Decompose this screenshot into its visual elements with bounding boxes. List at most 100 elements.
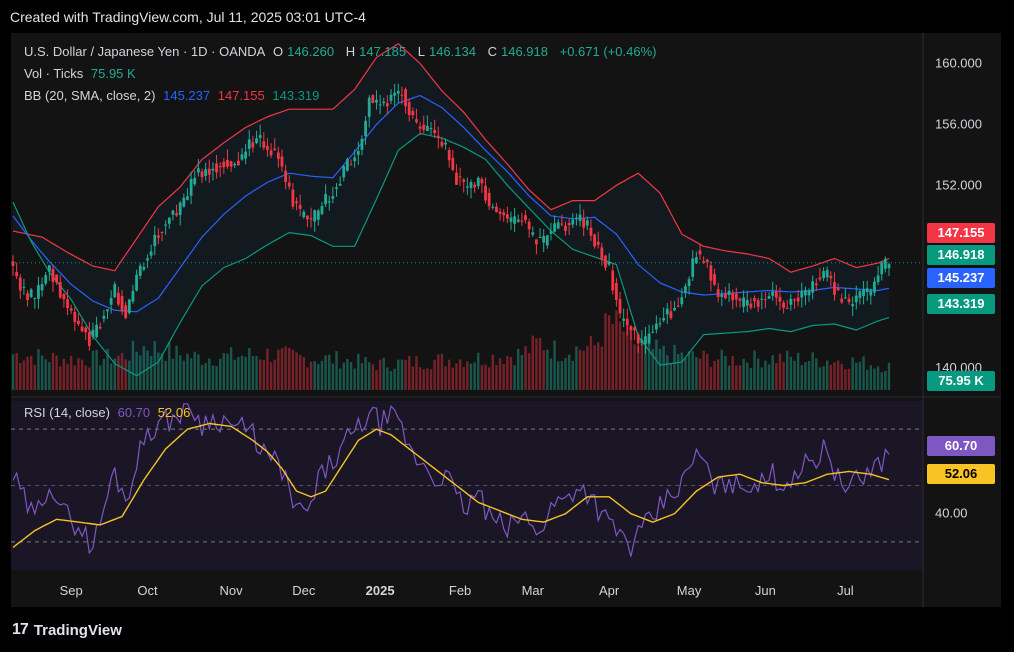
volume-bar bbox=[517, 348, 520, 390]
candle-body bbox=[251, 142, 255, 148]
volume-bar bbox=[375, 370, 378, 390]
candle-body bbox=[774, 291, 778, 298]
candle-body bbox=[865, 288, 869, 293]
candle-body bbox=[266, 145, 269, 150]
volume-value: 75.95 K bbox=[90, 66, 136, 81]
volume-bar bbox=[840, 363, 843, 390]
volume-bar bbox=[135, 351, 138, 390]
volume-bar bbox=[735, 365, 738, 390]
volume-bar bbox=[240, 355, 244, 390]
candle-body bbox=[44, 275, 48, 284]
candle-body bbox=[269, 150, 273, 156]
candle-body bbox=[382, 101, 386, 104]
candle-body bbox=[753, 298, 756, 302]
volume-bar bbox=[531, 335, 534, 390]
candle-body bbox=[524, 215, 527, 221]
candle-body bbox=[604, 255, 607, 268]
volume-bar bbox=[153, 341, 156, 390]
candle-body bbox=[436, 135, 440, 138]
volume-bar bbox=[458, 359, 462, 390]
x-tick-label: Mar bbox=[522, 583, 545, 598]
candle-body bbox=[593, 234, 596, 247]
candle-body bbox=[440, 141, 444, 147]
candle-body bbox=[476, 177, 480, 187]
volume-bar bbox=[382, 357, 385, 390]
volume-bar bbox=[567, 354, 571, 390]
bb-mid-line bbox=[12, 94, 890, 313]
chart-svg[interactable]: 160.000156.000152.000144.000140.00040.00… bbox=[11, 33, 1001, 607]
volume-bar bbox=[495, 365, 498, 390]
volume-bar bbox=[615, 310, 618, 390]
volume-bar bbox=[564, 357, 567, 390]
candle-body bbox=[393, 92, 397, 96]
rsi-line bbox=[12, 403, 890, 557]
candle-body bbox=[596, 241, 600, 245]
volume-bar bbox=[869, 365, 873, 390]
volume-bar bbox=[502, 363, 505, 390]
volume-bar bbox=[139, 355, 142, 390]
volume-bar bbox=[204, 363, 207, 390]
volume-bar bbox=[633, 344, 636, 390]
candle-body bbox=[676, 305, 680, 307]
candle-body bbox=[527, 221, 531, 230]
candle-body bbox=[542, 235, 546, 243]
volume-bar bbox=[546, 349, 549, 390]
volume-bar bbox=[407, 356, 411, 390]
volume-bar bbox=[62, 358, 66, 390]
candle-body bbox=[204, 169, 208, 176]
candle-body bbox=[734, 293, 738, 300]
volume-bar bbox=[291, 349, 295, 390]
candle-body bbox=[484, 185, 487, 201]
volume-bar bbox=[131, 340, 135, 390]
volume-bar bbox=[836, 360, 840, 390]
candle-body bbox=[462, 179, 466, 183]
candle-body bbox=[58, 282, 62, 298]
volume-bar bbox=[197, 354, 200, 390]
volume-bar bbox=[713, 360, 716, 390]
volume-bar bbox=[771, 355, 774, 390]
volume-bar bbox=[371, 364, 375, 390]
volume-bar bbox=[368, 362, 371, 390]
candle-body bbox=[535, 239, 538, 245]
candle-body bbox=[255, 138, 258, 144]
high-value: 147.185 bbox=[359, 44, 407, 59]
volume-bar bbox=[724, 356, 727, 390]
candle-body bbox=[560, 223, 564, 225]
volume-bar bbox=[557, 361, 560, 390]
rsi-label: RSI (14, close) bbox=[24, 405, 110, 420]
candle-body bbox=[106, 309, 109, 312]
candle-body bbox=[495, 206, 498, 213]
volume-bar bbox=[248, 348, 251, 390]
volume-bar bbox=[764, 360, 767, 390]
volume-bar bbox=[680, 352, 684, 390]
candle-body bbox=[127, 299, 131, 314]
candle-body bbox=[313, 210, 317, 222]
volume-bar bbox=[186, 353, 189, 390]
candle-body bbox=[727, 290, 731, 295]
volume-bar bbox=[95, 349, 98, 390]
volume-bar bbox=[404, 359, 407, 390]
candle-body bbox=[767, 296, 771, 299]
candle-body bbox=[69, 308, 73, 311]
candle-body bbox=[793, 299, 796, 301]
candle-body bbox=[433, 129, 437, 133]
candle-body bbox=[814, 283, 818, 286]
volume-bar bbox=[800, 365, 803, 390]
candle-body bbox=[756, 300, 760, 307]
candle-body bbox=[51, 268, 55, 282]
x-tick-label: Oct bbox=[137, 583, 158, 598]
candle-body bbox=[509, 217, 513, 222]
volume-bar bbox=[524, 346, 527, 390]
rsi-ma-value: 52.06 bbox=[157, 405, 191, 420]
candle-body bbox=[226, 159, 229, 167]
volume-bar bbox=[393, 368, 396, 390]
volume-bar bbox=[796, 352, 800, 390]
candle-body bbox=[742, 297, 746, 307]
candle-body bbox=[389, 94, 393, 101]
candle-body bbox=[327, 201, 331, 203]
candle-body bbox=[720, 294, 724, 297]
candle-body bbox=[669, 311, 673, 319]
candle-body bbox=[316, 210, 320, 220]
candle-body bbox=[371, 95, 375, 104]
high-key: H bbox=[345, 44, 356, 59]
